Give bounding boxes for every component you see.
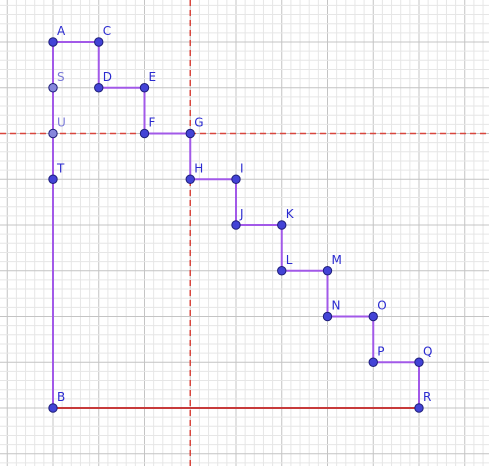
point-b[interactable]	[48, 403, 58, 413]
point-l[interactable]	[277, 266, 287, 276]
point-d[interactable]	[94, 83, 104, 93]
point-label-a: A	[57, 24, 66, 38]
point-u[interactable]	[48, 128, 58, 139]
point-m[interactable]	[322, 266, 333, 276]
point-n[interactable]	[322, 311, 333, 322]
point-label-p: P	[377, 344, 384, 358]
point-a[interactable]	[48, 37, 58, 47]
point-label-l: L	[286, 253, 293, 267]
point-e[interactable]	[139, 83, 150, 93]
point-label-f: F	[149, 116, 156, 130]
point-label-k: K	[286, 207, 295, 221]
point-o[interactable]	[368, 311, 378, 322]
point-p[interactable]	[368, 357, 378, 367]
point-c[interactable]	[94, 37, 104, 47]
point-label-q: Q	[423, 344, 432, 358]
polygon-segments	[52, 41, 420, 409]
point-label-s: S	[57, 70, 65, 84]
point-label-m: M	[332, 253, 342, 267]
point-label-i: I	[240, 161, 244, 175]
point-label-d: D	[103, 70, 112, 84]
point-q[interactable]	[414, 357, 424, 367]
point-label-c: C	[103, 24, 111, 38]
point-k[interactable]	[277, 220, 287, 230]
point-label-r: R	[423, 390, 431, 404]
point-label-u: U	[57, 116, 66, 130]
point-label-e: E	[149, 70, 157, 84]
point-i[interactable]	[231, 174, 241, 184]
point-label-g: G	[194, 116, 203, 130]
point-r[interactable]	[414, 403, 424, 413]
point-labels: A C D E F G H I J K L M N O P Q R B S U T	[56, 24, 432, 404]
point-h[interactable]	[185, 174, 195, 184]
point-label-n: N	[332, 299, 341, 313]
point-s[interactable]	[48, 83, 58, 93]
point-label-o: O	[377, 299, 386, 313]
points	[48, 37, 424, 413]
point-label-h: H	[194, 161, 203, 175]
point-j[interactable]	[231, 220, 241, 230]
point-f[interactable]	[139, 128, 150, 139]
point-label-t: T	[56, 161, 65, 175]
point-label-b: B	[57, 390, 65, 404]
point-label-j: J	[239, 207, 244, 221]
point-g[interactable]	[185, 128, 195, 139]
point-t[interactable]	[48, 174, 58, 184]
